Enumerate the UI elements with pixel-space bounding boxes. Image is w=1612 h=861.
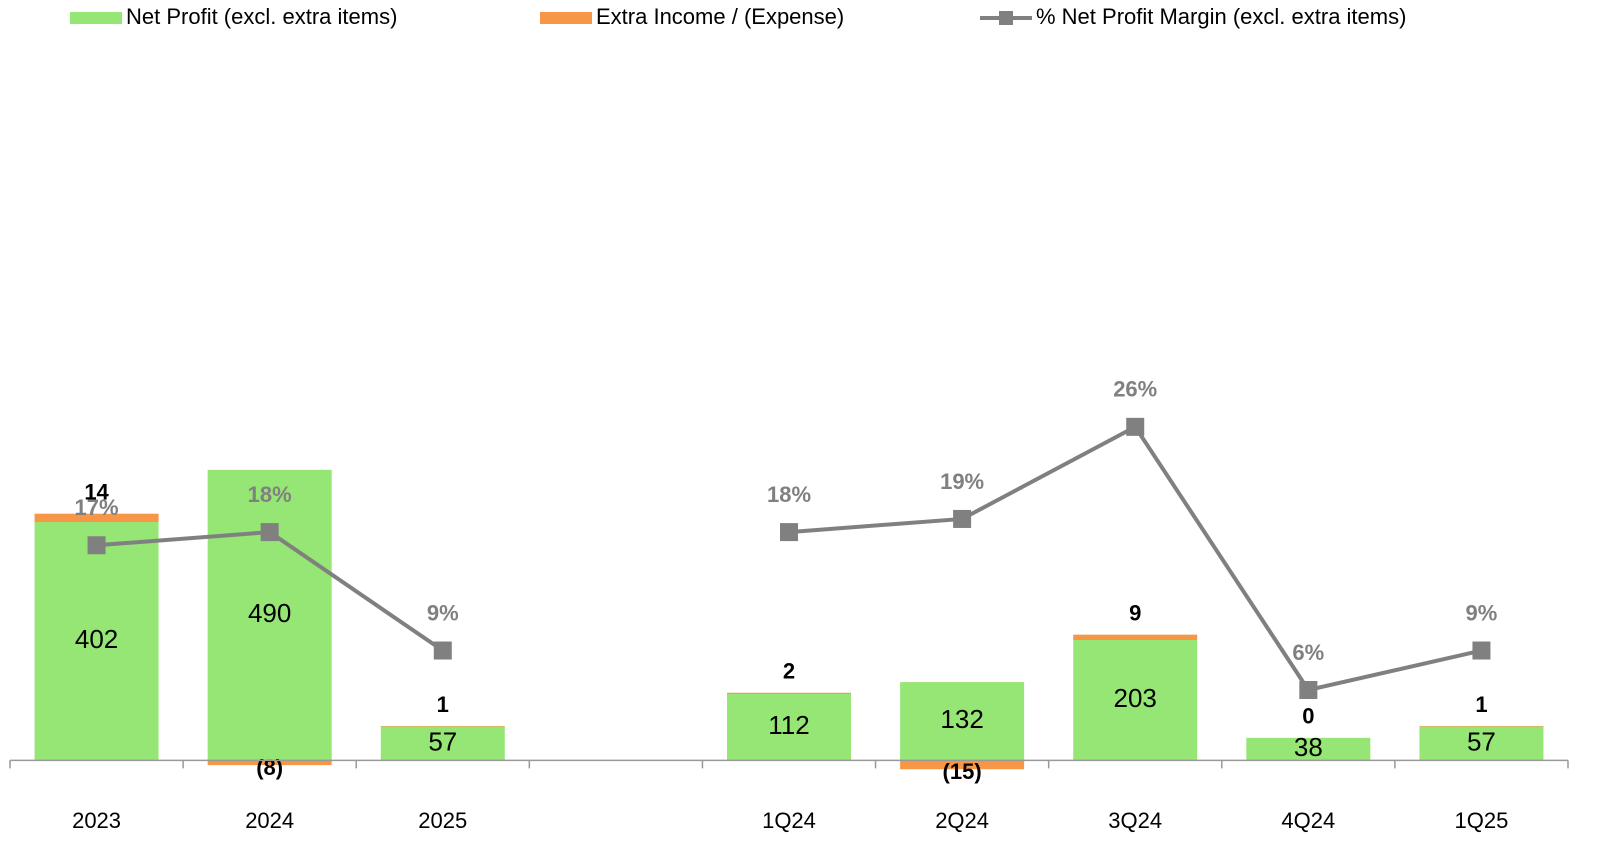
bar — [207, 760, 332, 766]
bar-value-label: 38 — [1294, 732, 1323, 762]
legend-label: Extra Income / (Expense) — [596, 4, 844, 29]
margin-marker — [260, 523, 279, 542]
margin-label: 6% — [1292, 640, 1324, 665]
extra-value-label: 9 — [1129, 600, 1141, 625]
margin-label: 9% — [427, 600, 459, 625]
x-tick-label: 2Q24 — [935, 808, 989, 833]
extra-value-label: (8) — [256, 755, 283, 780]
legend-swatch — [540, 12, 592, 24]
bar — [1419, 725, 1544, 727]
margin-marker — [1299, 681, 1318, 699]
legend-swatch — [70, 12, 122, 24]
margin-label: 26% — [1113, 377, 1157, 402]
legend-label: Net Profit (excl. extra items) — [126, 4, 397, 29]
margin-marker — [87, 536, 106, 555]
extra-value-label: 1 — [437, 692, 449, 717]
bar — [34, 522, 159, 761]
bar — [207, 469, 332, 761]
legend-label: % Net Profit Margin (excl. extra items) — [1036, 4, 1406, 29]
bar — [727, 693, 851, 761]
extra-value-label: 1 — [1475, 692, 1487, 717]
x-tick-label: 2023 — [72, 808, 121, 833]
margin-label: 18% — [767, 482, 811, 507]
x-tick-label: 1Q25 — [1455, 808, 1509, 833]
bar — [380, 725, 505, 727]
bar — [1246, 737, 1371, 761]
bar — [380, 726, 505, 761]
extra-value-label: 14 — [84, 480, 109, 505]
bar-value-label: 57 — [428, 726, 457, 756]
bar — [727, 692, 851, 694]
margin-label: 17% — [75, 495, 119, 520]
x-tick-label: 1Q24 — [762, 808, 816, 833]
bar-value-label: 203 — [1114, 683, 1157, 713]
margin-marker — [953, 509, 972, 528]
bar-value-label: 57 — [1467, 726, 1496, 756]
x-tick-label: 3Q24 — [1108, 808, 1162, 833]
extra-value-label: 2 — [783, 659, 795, 684]
bar — [1073, 640, 1198, 761]
margin-marker — [780, 523, 798, 542]
bar-value-label: 402 — [75, 624, 118, 654]
extra-value-label: (15) — [943, 759, 982, 784]
margin-label: 19% — [940, 469, 984, 494]
bar-value-label: 112 — [768, 710, 809, 740]
margin-label: 9% — [1466, 600, 1498, 625]
margin-marker — [433, 641, 452, 660]
x-tick-label: 2024 — [245, 808, 294, 833]
extra-value-label: 0 — [1302, 704, 1314, 729]
bar-value-label: 132 — [940, 704, 983, 734]
margin-marker — [1126, 417, 1145, 436]
legend-marker — [999, 11, 1013, 25]
x-tick-label: 4Q24 — [1281, 808, 1335, 833]
bar — [34, 513, 159, 523]
bar — [1073, 634, 1198, 640]
x-tick-label: 2025 — [418, 808, 467, 833]
margin-marker — [1472, 641, 1491, 660]
bar — [900, 682, 1025, 761]
bar-value-label: 490 — [248, 598, 291, 628]
margin-label: 18% — [248, 482, 292, 507]
bar — [1419, 726, 1544, 761]
bar — [900, 760, 1025, 770]
